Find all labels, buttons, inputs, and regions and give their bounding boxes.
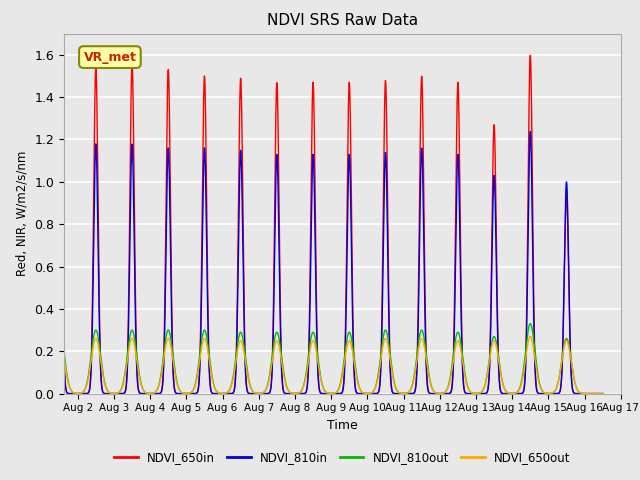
NDVI_650out xyxy=(483,372,491,378)
NDVI_650out xyxy=(583,391,591,396)
NDVI_810in xyxy=(305,337,313,343)
NDVI_650in xyxy=(599,391,607,396)
NDVI_810in xyxy=(526,129,534,134)
Y-axis label: Red, NIR, W/m2/s/nm: Red, NIR, W/m2/s/nm xyxy=(16,151,29,276)
Line: NDVI_810in: NDVI_810in xyxy=(60,132,603,394)
Text: VR_met: VR_met xyxy=(83,50,136,63)
NDVI_650out xyxy=(599,391,607,396)
NDVI_810in xyxy=(583,391,591,396)
NDVI_650in xyxy=(583,391,591,396)
X-axis label: Time: Time xyxy=(327,419,358,432)
NDVI_650in xyxy=(584,391,591,396)
Title: NDVI SRS Raw Data: NDVI SRS Raw Data xyxy=(267,13,418,28)
NDVI_810in xyxy=(584,391,591,396)
NDVI_810out xyxy=(320,386,328,392)
NDVI_650in xyxy=(84,391,92,396)
NDVI_650out xyxy=(305,352,313,358)
NDVI_650in xyxy=(305,322,313,327)
NDVI_650out xyxy=(584,391,591,396)
NDVI_810out xyxy=(483,371,491,377)
NDVI_650in xyxy=(56,62,63,68)
NDVI_810in xyxy=(483,389,491,395)
NDVI_810in xyxy=(320,391,328,396)
NDVI_810out xyxy=(305,346,313,352)
NDVI_810out xyxy=(526,321,534,326)
NDVI_810out xyxy=(599,391,607,396)
NDVI_650in xyxy=(526,52,534,58)
Line: NDVI_810out: NDVI_810out xyxy=(60,324,603,394)
NDVI_650in xyxy=(320,391,328,396)
Line: NDVI_650out: NDVI_650out xyxy=(60,336,603,394)
NDVI_810out xyxy=(584,391,591,396)
Legend: NDVI_650in, NDVI_810in, NDVI_810out, NDVI_650out: NDVI_650in, NDVI_810in, NDVI_810out, NDV… xyxy=(109,446,575,469)
NDVI_810out xyxy=(84,378,92,384)
NDVI_810out xyxy=(583,391,591,396)
NDVI_650out xyxy=(526,334,534,339)
NDVI_810in xyxy=(599,391,607,396)
NDVI_650out xyxy=(84,380,92,385)
NDVI_810in xyxy=(84,391,92,396)
NDVI_650out xyxy=(320,386,328,392)
Line: NDVI_650in: NDVI_650in xyxy=(60,55,603,394)
NDVI_650out xyxy=(56,336,63,341)
NDVI_650in xyxy=(483,389,491,395)
NDVI_810in xyxy=(56,137,63,143)
NDVI_810out xyxy=(56,327,63,333)
